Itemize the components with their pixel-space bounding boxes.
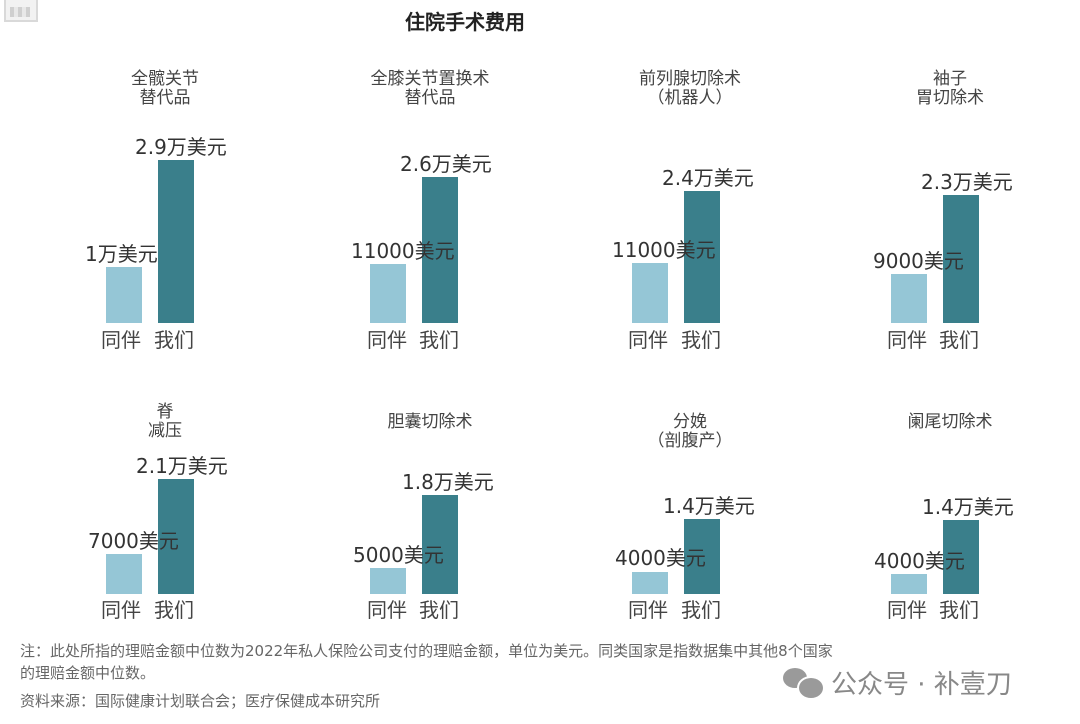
bar-peer xyxy=(106,267,142,323)
bar-peer xyxy=(370,568,406,594)
bar-ours xyxy=(684,191,720,323)
bar-peer xyxy=(370,264,406,323)
value-label-ours: 2.9万美元 xyxy=(135,135,227,159)
x-label-peer: 同伴 xyxy=(367,598,407,622)
panel-label: 胆囊切除术 xyxy=(387,412,473,432)
panel-cesarean: 分娩 （剖腹产） 4000美元 1.4万美元 同伴 我们 xyxy=(565,0,815,630)
bar-ours xyxy=(158,479,194,594)
bar-ours xyxy=(684,519,720,594)
value-label-ours: 2.6万美元 xyxy=(400,152,492,176)
value-label-peer: 9000美元 xyxy=(873,249,964,273)
x-label-ours: 我们 xyxy=(939,598,979,622)
wechat-icon xyxy=(783,667,825,700)
bar-ours xyxy=(422,177,458,323)
panel-sleeve-gastrectomy: 袖子 胃切除术 9000美元 2.3万美元 同伴 我们 xyxy=(825,0,1075,360)
value-label-peer: 11000美元 xyxy=(612,238,716,262)
x-label-ours: 我们 xyxy=(681,598,721,622)
value-label-peer: 4000美元 xyxy=(615,546,706,570)
x-label-peer: 同伴 xyxy=(887,328,927,352)
value-label-ours: 2.4万美元 xyxy=(662,166,754,190)
panel-knee: 全膝关节置换术 替代品 11000美元 2.6万美元 同伴 我们 xyxy=(305,0,555,360)
footnote-note-line2: 的理赔金额中位数。 xyxy=(20,664,156,682)
x-label-peer: 同伴 xyxy=(101,598,141,622)
x-label-ours: 我们 xyxy=(154,328,194,352)
value-label-ours: 1.8万美元 xyxy=(402,470,494,494)
panel-label: 脊 减压 xyxy=(148,402,182,441)
x-label-peer: 同伴 xyxy=(101,328,141,352)
watermark: 公众号 · 补壹刀 xyxy=(783,664,1012,701)
x-label-peer: 同伴 xyxy=(367,328,407,352)
value-label-peer: 11000美元 xyxy=(351,239,455,263)
panel-label: 阑尾切除术 xyxy=(907,412,993,432)
chart-title: 住院手术费用 xyxy=(405,10,525,34)
bar-ours xyxy=(943,195,979,323)
value-label-peer: 4000美元 xyxy=(874,549,965,573)
panel-appendectomy: 阑尾切除术 4000美元 1.4万美元 同伴 我们 xyxy=(825,0,1075,630)
value-label-peer: 5000美元 xyxy=(353,543,444,567)
panel-label: 分娩 （剖腹产） xyxy=(647,412,733,451)
panel-spinal-decompression: 脊 减压 7000美元 2.1万美元 同伴 我们 xyxy=(40,0,290,630)
panel-label: 全膝关节置换术 替代品 xyxy=(370,69,490,108)
value-label-ours: 1.4万美元 xyxy=(922,495,1014,519)
value-label-ours: 2.1万美元 xyxy=(136,454,228,478)
value-label-peer: 7000美元 xyxy=(88,529,179,553)
value-label-peer: 1万美元 xyxy=(85,242,158,266)
bar-peer xyxy=(106,554,142,594)
x-label-ours: 我们 xyxy=(419,598,459,622)
bar-peer xyxy=(891,574,927,594)
panel-label: 前列腺切除术 （机器人） xyxy=(639,69,741,108)
panel-label: 袖子 胃切除术 xyxy=(916,69,984,108)
bar-peer xyxy=(891,274,927,323)
x-label-peer: 同伴 xyxy=(628,328,668,352)
bar-peer xyxy=(632,263,668,323)
x-label-ours: 我们 xyxy=(419,328,459,352)
footnote-source: 资料来源：国际健康计划联合会；医疗保健成本研究所 xyxy=(20,692,381,710)
panel-prostate: 前列腺切除术 （机器人） 11000美元 2.4万美元 同伴 我们 xyxy=(565,0,815,360)
bar-ours xyxy=(158,160,194,323)
panel-cholecystectomy: 胆囊切除术 5000美元 1.8万美元 同伴 我们 xyxy=(305,0,555,630)
bar-ours xyxy=(422,495,458,594)
x-label-peer: 同伴 xyxy=(628,598,668,622)
x-label-ours: 我们 xyxy=(939,328,979,352)
x-label-peer: 同伴 xyxy=(887,598,927,622)
footnote-note-line1: 注：此处所指的理赔金额中位数为2022年私人保险公司支付的理赔金额，单位为美元。… xyxy=(20,642,833,660)
watermark-text: 公众号 · 补壹刀 xyxy=(831,670,1012,700)
panel-label: 全髋关节 替代品 xyxy=(131,69,199,108)
panel-hip: 全髋关节 替代品 1万美元 2.9万美元 同伴 我们 xyxy=(40,0,290,360)
bar-ours xyxy=(943,520,979,594)
x-label-ours: 我们 xyxy=(154,598,194,622)
value-label-ours: 2.3万美元 xyxy=(921,170,1013,194)
bar-peer xyxy=(632,572,668,594)
x-label-ours: 我们 xyxy=(681,328,721,352)
value-label-ours: 1.4万美元 xyxy=(663,494,755,518)
image-icon xyxy=(4,0,38,22)
